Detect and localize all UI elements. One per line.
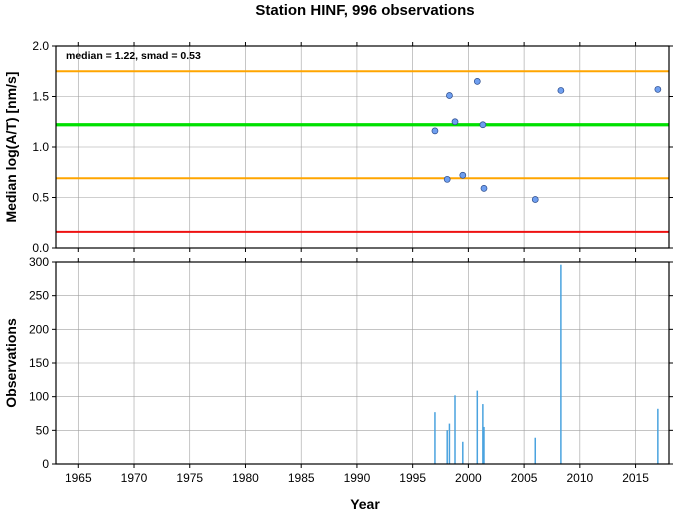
- data-point: [654, 86, 662, 93]
- top-y-axis: 0.0 0.5 1.0 1.5 2.0: [32, 39, 673, 255]
- x-tick-label: 1975: [176, 471, 203, 485]
- x-tick-label: 1980: [232, 471, 259, 485]
- top-grid: [56, 45, 669, 249]
- x-tick-label: 1985: [288, 471, 315, 485]
- top-y-axis-label: Median log(A/T) [nm/s]: [3, 72, 19, 223]
- bar: [434, 412, 436, 464]
- data-point: [479, 121, 487, 129]
- x-tick-label: 2005: [511, 471, 538, 485]
- data-point: [459, 171, 467, 179]
- reference-lines: [56, 70, 669, 233]
- x-tick-label: 1965: [65, 471, 92, 485]
- bar: [560, 264, 562, 464]
- y-tick-label: 250: [29, 289, 49, 303]
- bottom-y-axis-label: Observations: [3, 318, 19, 408]
- data-point: [431, 127, 439, 135]
- data-point: [480, 185, 488, 192]
- y-tick-label: 50: [36, 423, 50, 437]
- y-tick-label: 300: [29, 255, 49, 269]
- scatter-points: [431, 77, 662, 203]
- bar: [483, 426, 485, 464]
- data-point: [531, 196, 539, 203]
- bar: [446, 430, 448, 464]
- bar: [534, 437, 537, 464]
- x-axis: 1965 1970 1975 1980 1985 1990 1995 2000 2005 2010…: [65, 42, 649, 485]
- data-point: [446, 92, 453, 99]
- data-point: [557, 87, 565, 94]
- y-tick-label: 0: [42, 457, 49, 471]
- bar: [482, 404, 484, 464]
- bottom-y-axis: 0 50 100 150 200 250 300: [29, 255, 673, 471]
- observation-bars: [434, 264, 659, 464]
- chart-title: Station HINF, 996 observations: [255, 2, 474, 19]
- bar: [462, 441, 464, 464]
- x-tick-label: 2010: [566, 471, 593, 485]
- y-tick-label: 0.5: [32, 191, 49, 205]
- data-point: [443, 175, 451, 183]
- x-axis-label: Year: [350, 496, 380, 511]
- x-tick-label: 1995: [399, 471, 426, 485]
- data-point: [473, 77, 481, 85]
- y-tick-label: 2.0: [32, 39, 49, 53]
- bar: [448, 423, 451, 464]
- y-tick-label: 0.0: [32, 241, 49, 255]
- data-point: [451, 118, 459, 126]
- x-tick-label: 1990: [344, 471, 371, 485]
- bar: [476, 390, 479, 464]
- x-tick-label: 2015: [622, 471, 649, 485]
- y-tick-label: 200: [29, 322, 49, 336]
- stats-annotation: median = 1.22, smad = 0.53: [66, 50, 201, 62]
- x-tick-label: 2000: [455, 471, 482, 485]
- y-tick-label: 1.0: [32, 140, 49, 154]
- y-tick-label: 1.5: [32, 90, 49, 104]
- x-tick-label: 1970: [121, 471, 148, 485]
- bar: [454, 395, 456, 464]
- y-tick-label: 150: [29, 356, 49, 370]
- bar: [657, 408, 659, 464]
- bottom-grid: [56, 261, 669, 465]
- y-tick-label: 100: [29, 390, 49, 404]
- top-panel: 0.0 0.5 1.0 1.5 2.0 median = 1.22, smad = 0.…: [3, 39, 673, 255]
